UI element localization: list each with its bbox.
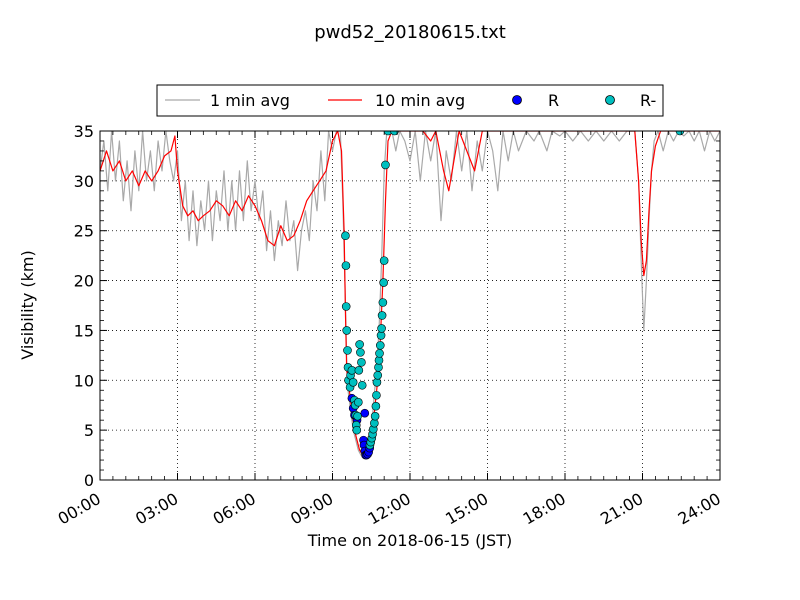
data-point-r — [375, 349, 384, 358]
data-point-r — [383, 131, 393, 136]
x-tick-label: 12:00 — [365, 489, 414, 529]
chart-title: pwd52_20180615.txt — [314, 22, 506, 43]
data-point-r — [378, 298, 388, 307]
data-point-r — [379, 256, 389, 265]
data-point-r — [377, 324, 386, 333]
data-point-r — [341, 261, 351, 270]
data-point-r — [352, 425, 362, 435]
data-point-r — [377, 311, 387, 320]
data-point-r — [357, 358, 366, 367]
data-point-r — [379, 278, 388, 287]
x-tick-label: 24:00 — [675, 489, 724, 529]
data-point-r — [381, 160, 390, 170]
data-point-r — [360, 408, 370, 418]
data-point-r — [357, 380, 367, 390]
x-axis-label: Time on 2018-06-15 (JST) — [307, 531, 512, 550]
legend-label-10min: 10 min avg — [375, 91, 465, 110]
data-point-r — [341, 302, 351, 311]
y-tick-label: 35 — [74, 122, 94, 141]
series-line-10-min-avg — [100, 131, 720, 455]
data-point-r — [356, 348, 365, 357]
data-point-r — [355, 340, 364, 349]
x-tick-label: 00:00 — [55, 489, 104, 529]
legend-item-1min: 1 min avg — [165, 91, 290, 110]
x-tick-label: 03:00 — [132, 489, 181, 529]
legend: 1 min avg 10 min avg R R- — [156, 84, 664, 117]
legend-swatch-r-minus — [605, 95, 615, 105]
data-point-r — [370, 411, 380, 421]
data-point-r — [348, 377, 358, 387]
legend-item-r-minus: R- — [605, 91, 656, 110]
data-point-r — [354, 397, 363, 407]
data-point-r — [373, 370, 383, 380]
data-point-r — [354, 366, 364, 375]
x-tick-label: 09:00 — [287, 489, 336, 529]
legend-swatch-r — [512, 95, 522, 105]
legend-label-r: R — [548, 91, 559, 110]
legend-label-1min: 1 min avg — [210, 91, 290, 110]
data-point-r — [343, 346, 352, 355]
data-point-r — [375, 341, 385, 350]
y-axis-label: Visibility (km) — [18, 250, 37, 359]
y-tick-label: 15 — [74, 321, 94, 340]
data-point-r — [342, 326, 352, 335]
data-point-r — [390, 131, 399, 136]
data-point-r — [353, 411, 362, 421]
y-tick-label: 5 — [84, 421, 94, 440]
data-point-r — [372, 390, 381, 400]
data-point-r — [371, 401, 381, 411]
data-point-r — [341, 231, 350, 240]
legend-item-10min: 10 min avg — [328, 91, 465, 110]
y-tick-label: 30 — [74, 172, 94, 191]
series-group — [100, 131, 720, 460]
grid — [100, 131, 720, 480]
x-tick-label: 18:00 — [520, 489, 569, 529]
y-tick-label: 25 — [74, 222, 94, 241]
y-tick-label: 0 — [84, 471, 94, 490]
x-tick-label: 06:00 — [210, 489, 259, 529]
legend-box — [156, 84, 664, 117]
x-tick-label: 21:00 — [597, 489, 646, 529]
legend-label-r-minus: R- — [640, 91, 656, 110]
x-tick-label: 15:00 — [442, 489, 491, 529]
y-tick-label: 10 — [74, 371, 94, 390]
plot-area: 00:00 03:00 06:00 09:00 12:00 15:00 18:00 21:00… — [55, 122, 724, 529]
data-point-r — [675, 131, 685, 136]
y-tick-label: 20 — [74, 272, 94, 291]
legend-item-r: R — [512, 91, 559, 110]
